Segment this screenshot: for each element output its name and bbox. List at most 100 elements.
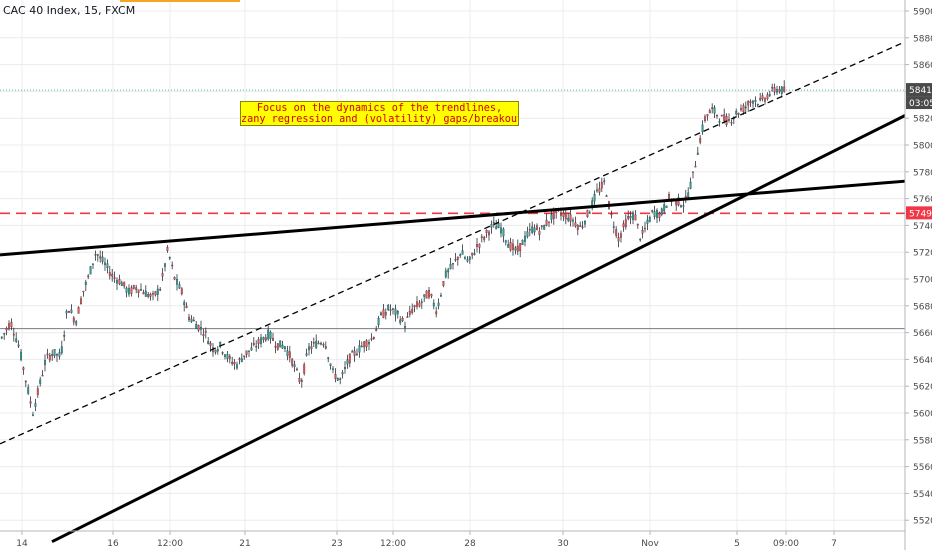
price-badges: 5749 5841 03:05 — [906, 83, 932, 220]
candle-body — [346, 359, 349, 365]
candle-body — [202, 334, 205, 337]
candle-body — [476, 244, 478, 247]
candle-body — [516, 245, 519, 252]
candle-body — [629, 216, 632, 219]
candle-body — [22, 367, 25, 370]
candle-body — [322, 344, 325, 346]
horizontal-levels — [0, 89, 905, 330]
candle-body — [773, 87, 776, 93]
y-tick-label: 5900 — [913, 8, 932, 18]
candle-body — [401, 318, 404, 322]
candle-body — [298, 377, 301, 382]
candle-body — [459, 254, 462, 256]
candle-body — [593, 194, 596, 202]
candle-body — [70, 309, 73, 313]
candle-body — [104, 262, 106, 265]
candle-body — [694, 166, 697, 168]
candle-body — [639, 238, 642, 241]
x-tick-label: 09:00 — [773, 539, 799, 549]
candle-body — [29, 401, 32, 404]
candle-body — [771, 87, 774, 89]
candle-body — [178, 284, 181, 289]
candle-body — [243, 355, 246, 358]
candle-body — [75, 321, 78, 325]
candle-body — [579, 225, 582, 227]
candle-body — [324, 346, 327, 349]
x-tick-label: 14 — [16, 539, 28, 549]
candle-body — [711, 107, 714, 110]
candle-body — [704, 116, 706, 121]
candle-body — [60, 346, 63, 354]
candle-body — [413, 305, 416, 308]
candle-body — [615, 229, 618, 236]
candle-body — [34, 403, 37, 407]
candle-body — [656, 210, 658, 219]
candle-body — [442, 281, 445, 286]
candle-body — [257, 339, 260, 344]
candle-body — [339, 378, 342, 380]
x-tick-label: 12:00 — [157, 539, 183, 549]
candle-body — [377, 318, 380, 326]
candle-body — [375, 329, 378, 332]
x-tick-label: 28 — [464, 539, 476, 549]
candle-body — [154, 291, 157, 296]
candle-body — [68, 311, 70, 313]
candle-body — [756, 104, 759, 106]
candle-body — [689, 181, 692, 189]
candle-body — [497, 223, 500, 228]
candle-body — [569, 214, 572, 222]
candle-body — [195, 323, 198, 329]
candle-body — [394, 308, 397, 316]
candle-body — [3, 333, 6, 335]
candle-body — [185, 305, 188, 309]
candle-body — [598, 188, 601, 193]
candle-body — [783, 86, 786, 92]
candle-body — [538, 230, 541, 236]
candle-body — [272, 338, 274, 341]
candle-body — [80, 298, 82, 305]
candle-body — [526, 231, 529, 237]
candle-body — [430, 294, 433, 297]
candle-body — [665, 205, 668, 208]
candle-body — [77, 307, 80, 314]
candle-body — [24, 380, 27, 383]
candle-body — [209, 342, 212, 346]
candle-body — [204, 331, 207, 333]
candle-body — [125, 287, 128, 293]
candle-body — [766, 94, 769, 100]
candle-body — [48, 354, 51, 361]
candle-body — [5, 328, 8, 331]
candle-body — [183, 301, 186, 306]
candle-body — [327, 357, 330, 359]
candle-body — [279, 340, 282, 348]
y-tick-label: 5720 — [913, 249, 932, 259]
candle-body — [368, 342, 370, 345]
candle-body — [336, 377, 339, 381]
candle-body — [164, 263, 166, 267]
candle-body — [260, 337, 262, 344]
candle-body — [444, 270, 447, 278]
candle-body — [617, 237, 620, 242]
current-price-badge: 5841 — [909, 86, 932, 96]
candle-body — [768, 94, 771, 96]
candle-body — [365, 340, 368, 347]
candle-body — [137, 289, 140, 293]
candle-body — [728, 119, 730, 121]
candle-body — [574, 222, 577, 227]
y-tick-label: 5820 — [913, 115, 932, 125]
candle-body — [471, 252, 474, 256]
candle-body — [389, 309, 392, 311]
candle-body — [461, 250, 464, 255]
candle-body — [596, 189, 598, 192]
candle-body — [149, 293, 152, 297]
candle-body — [524, 235, 526, 242]
candle-body — [620, 233, 622, 238]
x-tick-label: 7 — [831, 539, 837, 549]
annotation-note[interactable]: Focus on the dynamics of the trendlines,… — [240, 101, 519, 126]
candle-body — [358, 345, 361, 353]
candle-body — [113, 277, 116, 279]
candle-body — [521, 239, 524, 246]
candle-body — [776, 89, 778, 93]
